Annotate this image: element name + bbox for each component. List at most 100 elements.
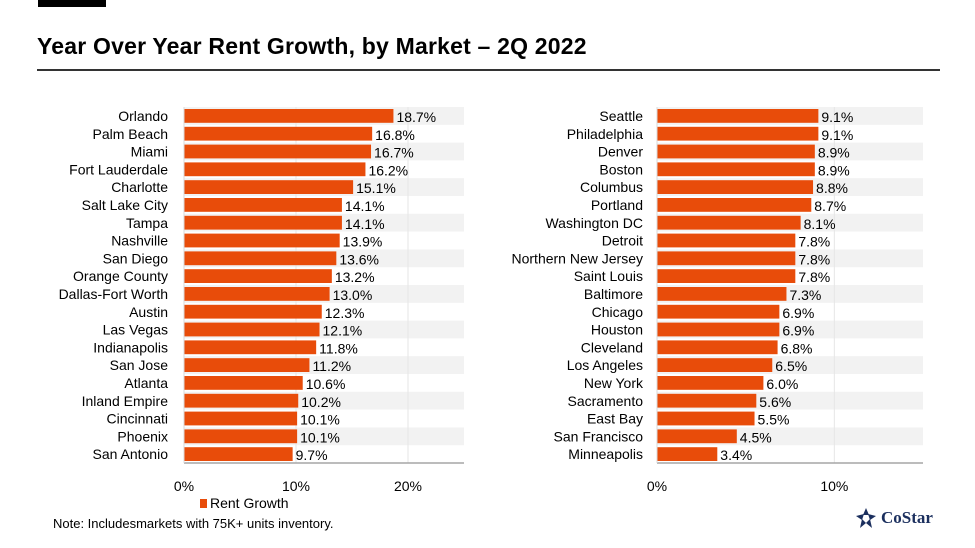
data-label: 16.2%	[368, 162, 408, 178]
category-label: Phoenix	[117, 428, 168, 444]
bar	[657, 162, 815, 177]
category-label: Seattle	[599, 108, 643, 124]
bar	[184, 215, 342, 230]
category-label: Palm Beach	[93, 126, 168, 142]
category-label: Detroit	[602, 233, 643, 249]
data-label: 7.8%	[798, 251, 830, 267]
footnote: Note: Includesmarkets with 75K+ units in…	[53, 516, 334, 531]
x-tick-label: 20%	[394, 478, 422, 494]
data-label: 13.6%	[339, 251, 379, 267]
bar	[184, 340, 317, 355]
bar	[657, 144, 815, 159]
category-label: Philadelphia	[567, 126, 643, 142]
bar	[657, 233, 796, 248]
data-label: 13.2%	[335, 269, 375, 285]
bar	[657, 393, 757, 408]
data-label: 8.7%	[814, 198, 846, 214]
data-label: 7.3%	[789, 287, 821, 303]
bar	[184, 144, 372, 159]
x-tick-label: 0%	[647, 478, 667, 494]
bar	[657, 447, 718, 461]
data-label: 11.2%	[312, 358, 351, 374]
bar	[657, 287, 787, 301]
category-label: East Bay	[587, 411, 643, 427]
data-label: 10.1%	[300, 412, 340, 428]
bar	[657, 358, 773, 372]
data-label: 9.1%	[821, 109, 853, 125]
page-title: Year Over Year Rent Growth, by Market – …	[37, 33, 587, 59]
bar	[657, 126, 819, 141]
x-tick-label: 0%	[174, 478, 194, 494]
data-label: 8.1%	[804, 216, 836, 232]
data-label: 5.6%	[759, 394, 791, 410]
data-label: 13.0%	[333, 287, 373, 303]
category-label: Cleveland	[581, 339, 643, 355]
costar-star-icon	[856, 508, 876, 528]
category-label: Houston	[591, 322, 643, 338]
data-label: 8.8%	[816, 180, 848, 196]
bar	[657, 198, 812, 212]
bar	[657, 215, 801, 230]
data-label: 6.9%	[782, 305, 814, 321]
bar	[657, 269, 796, 283]
category-label: Chicago	[592, 304, 644, 320]
costar-logo: CoStar	[855, 507, 933, 529]
logo-text: CoStar	[881, 508, 933, 527]
category-label: Indianapolis	[93, 339, 168, 355]
category-label: Sacramento	[568, 393, 644, 409]
category-label: Baltimore	[584, 286, 643, 302]
category-label: Portland	[591, 197, 643, 213]
category-label: San Jose	[110, 357, 169, 373]
data-label: 8.9%	[818, 145, 850, 161]
category-label: Charlotte	[111, 179, 168, 195]
category-label: San Diego	[103, 250, 169, 266]
bar	[184, 162, 366, 177]
data-label: 10.6%	[306, 376, 346, 392]
bar	[657, 322, 780, 337]
data-label: 6.5%	[775, 358, 807, 374]
bar	[657, 180, 814, 194]
category-label: Saint Louis	[574, 268, 643, 284]
category-label: Nashville	[111, 233, 168, 249]
bar	[184, 322, 320, 337]
data-label: 6.0%	[766, 376, 798, 392]
bar	[184, 109, 394, 123]
category-label: San Francisco	[554, 428, 644, 444]
bar	[657, 304, 780, 319]
data-label: 9.7%	[296, 447, 328, 463]
data-label: 11.8%	[319, 340, 358, 356]
x-tick-label: 10%	[820, 478, 848, 494]
category-label: Salt Lake City	[82, 197, 168, 213]
data-label: 5.5%	[758, 412, 790, 428]
data-label: 15.1%	[356, 180, 396, 196]
category-label: Boston	[599, 161, 643, 177]
bar	[184, 429, 298, 444]
category-label: Las Vegas	[103, 322, 168, 338]
bar	[184, 251, 337, 266]
category-label: Los Angeles	[567, 357, 643, 373]
bar	[657, 109, 819, 123]
data-label: 16.8%	[375, 127, 415, 143]
title-divider	[37, 69, 940, 71]
category-label: Atlanta	[124, 375, 168, 391]
data-label: 13.9%	[343, 234, 383, 250]
category-label: Miami	[131, 144, 168, 160]
bar	[184, 180, 354, 194]
category-label: Columbus	[580, 179, 643, 195]
data-label: 8.9%	[818, 162, 850, 178]
category-label: Inland Empire	[82, 393, 169, 409]
data-label: 10.1%	[300, 429, 340, 445]
legend-label: Rent Growth	[210, 495, 289, 511]
category-label: Orlando	[118, 108, 168, 124]
category-label: Austin	[129, 304, 168, 320]
data-label: 10.2%	[301, 394, 341, 410]
data-label: 6.9%	[782, 323, 814, 339]
x-tick-label: 10%	[282, 478, 310, 494]
bar	[657, 411, 755, 426]
top-accent-bar	[38, 0, 106, 7]
data-label: 4.5%	[740, 429, 772, 445]
bar	[184, 126, 373, 141]
bar	[657, 251, 796, 266]
category-label: Tampa	[126, 215, 168, 231]
